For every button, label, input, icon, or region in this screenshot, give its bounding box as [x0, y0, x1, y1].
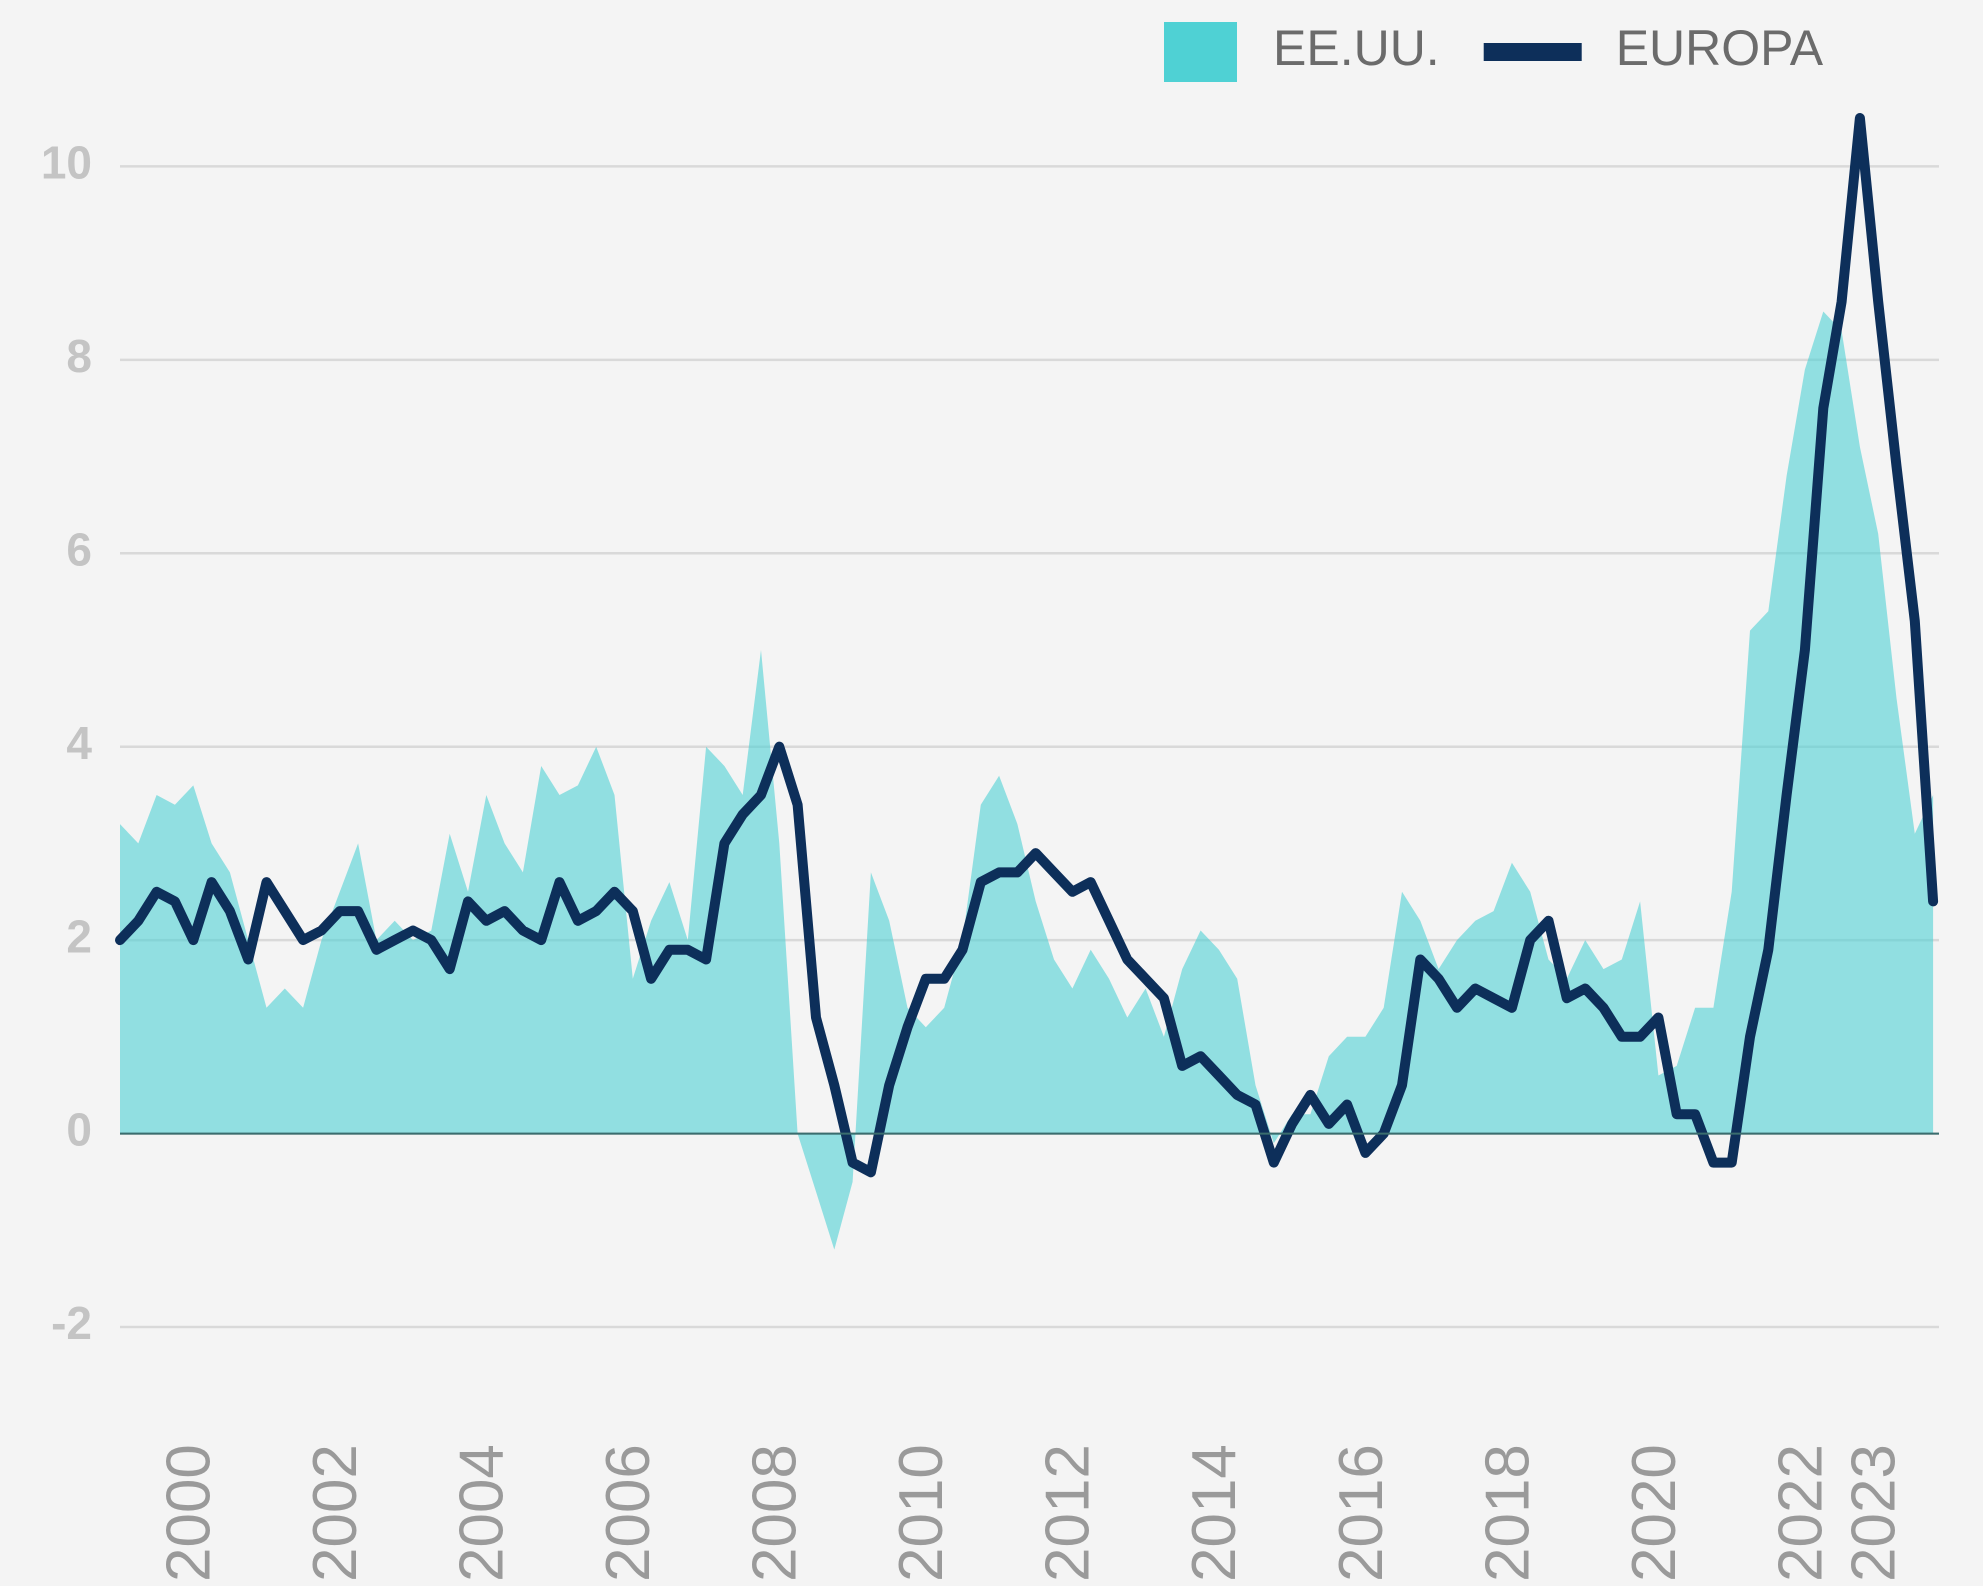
x-tick-label: 2000 [155, 1444, 224, 1582]
x-tick-label: 2014 [1180, 1444, 1249, 1582]
legend-swatch [1164, 22, 1237, 82]
y-tick-label: -2 [51, 1297, 92, 1349]
y-tick-label: 8 [66, 330, 92, 382]
x-tick-label: 2016 [1327, 1444, 1396, 1582]
x-tick-label: 2006 [594, 1444, 663, 1582]
labels: -2 0 2 4 6 8 10 2000 2002 2004 2006 2008 2010 2012 201… [41, 137, 1909, 1582]
x-tick-label: 2012 [1034, 1444, 1103, 1582]
x-tick-label: 2022 [1766, 1444, 1835, 1582]
legend-label: EE.UU. [1273, 20, 1440, 76]
x-tick-label: 2020 [1620, 1444, 1689, 1582]
x-tick-label: 2018 [1473, 1444, 1542, 1582]
area [120, 311, 1934, 1250]
y-tick-label: 6 [66, 523, 92, 575]
line [115, 113, 1939, 1178]
x-tick-label: 2008 [741, 1444, 810, 1582]
y-tick-label: 4 [66, 717, 92, 769]
y-tick-label: 10 [41, 137, 92, 189]
legend-label: EUROPA [1616, 20, 1824, 76]
x-tick-label: 2004 [448, 1444, 517, 1582]
marks [115, 113, 1939, 1250]
x-tick-label: 2010 [887, 1444, 956, 1582]
x-tick-label: 2023 [1840, 1444, 1909, 1582]
y-tick-label: 2 [66, 910, 92, 962]
x-tick-label: 2002 [301, 1444, 370, 1582]
legend-swatch [1483, 43, 1582, 61]
legend: EE.UU. EUROPA [1164, 20, 1824, 82]
y-tick-label: 0 [66, 1104, 92, 1156]
